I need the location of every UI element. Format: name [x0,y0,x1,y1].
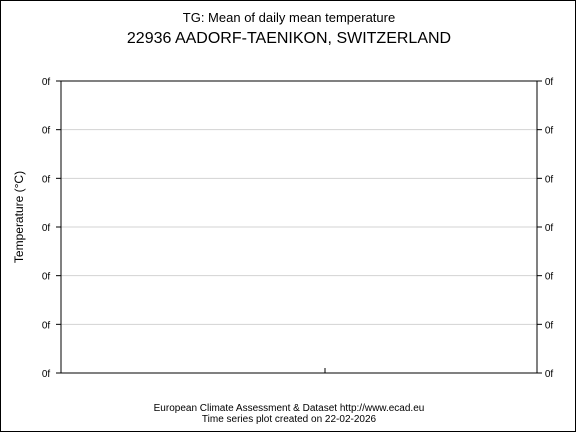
y-tick-label-right: 0f [545,223,554,234]
y-tick-label-right: 0f [545,77,554,88]
y-tick-label-left: 0f [42,223,51,234]
y-tick-label-right: 0f [545,320,554,331]
grid-lines [61,129,537,325]
y-tick-label-right: 0f [545,272,554,283]
y-tick-label-left: 0f [42,77,51,88]
y-axis-label: Temperature (°C) [12,171,26,263]
chart-subtitle: 22936 AADORF-TAENIKON, SWITZERLAND [127,30,451,47]
y-tick-label-left: 0f [42,174,51,185]
y-tick-label-left: 0f [42,320,51,331]
chart-title: TG: Mean of daily mean temperature [183,10,395,25]
y-tick-label-right: 0f [545,126,554,137]
footer-source: European Climate Assessment & Dataset ht… [154,403,425,414]
y-tick-label-left: 0f [42,369,51,380]
y-tick-label-left: 0f [42,126,51,137]
y-tick-label-left: 0f [42,272,51,283]
y-tick-label-right: 0f [545,369,554,380]
left-y-axis: 0f 0f 0f 0f 0f 0f 0f [42,77,61,380]
right-y-axis: 0f 0f 0f 0f 0f 0f 0f [537,77,553,380]
footer-created: Time series plot created on 22-02-2026 [202,414,377,425]
y-tick-label-right: 0f [545,174,554,185]
